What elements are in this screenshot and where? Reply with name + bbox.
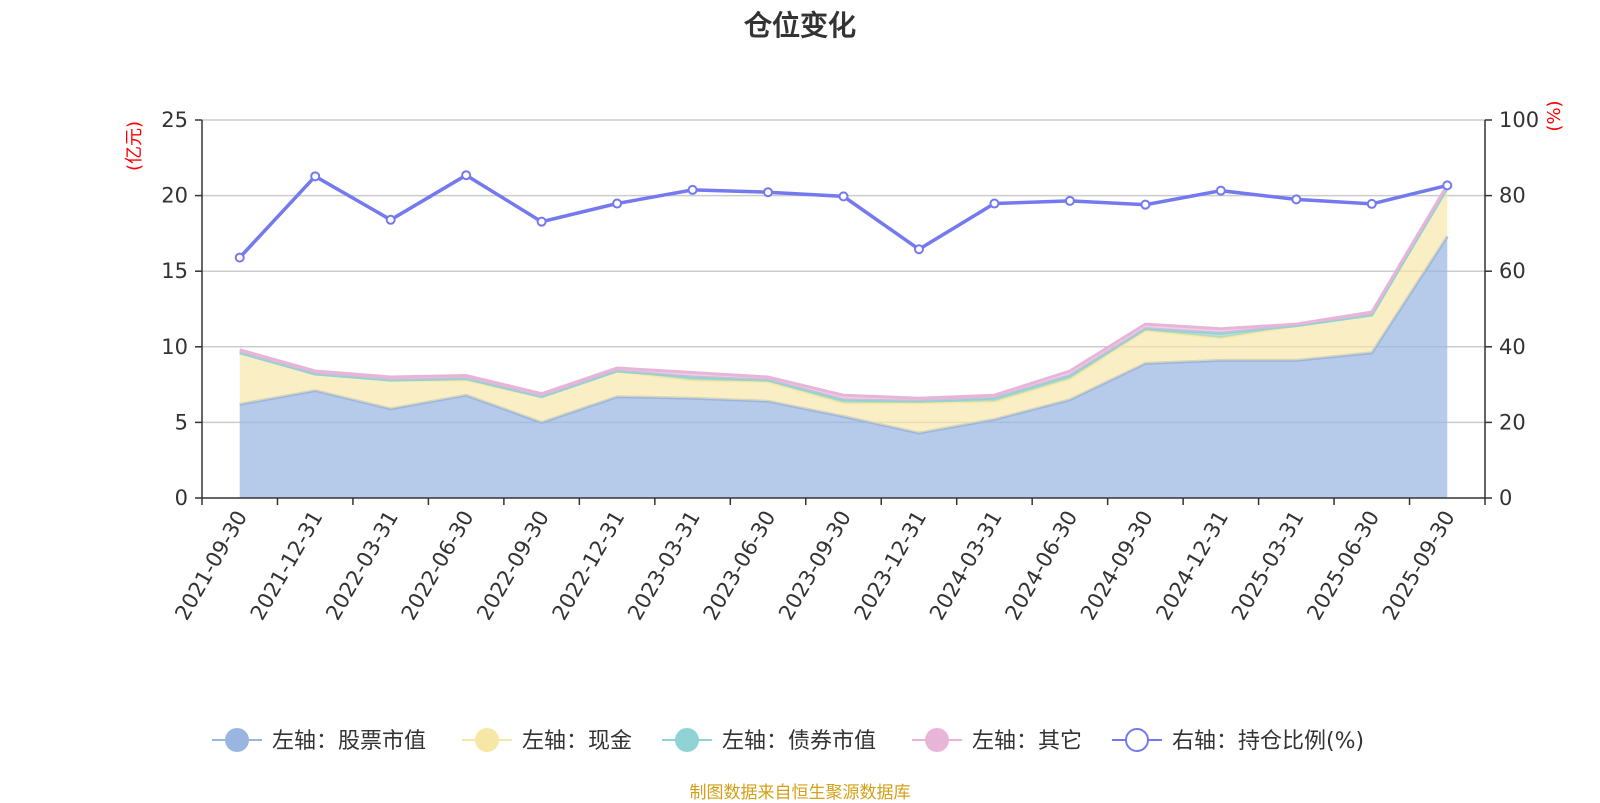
area-layer xyxy=(239,184,1449,498)
right-tick-label: 20 xyxy=(1499,410,1526,434)
legend-label-bond: 左轴：债券市值 xyxy=(722,729,876,754)
legend-label-other: 左轴：其它 xyxy=(972,729,1082,754)
ratio-point xyxy=(838,191,849,202)
x-tick-label: 2025-09-30 xyxy=(1378,507,1460,625)
left-tick-label: 25 xyxy=(161,108,188,132)
x-tick-label: 2023-06-30 xyxy=(699,507,781,625)
x-tick-label: 2022-12-31 xyxy=(548,507,630,625)
legend-marker-stock xyxy=(225,728,249,752)
data-source-note: 制图数据来自恒生聚源数据库 xyxy=(689,783,911,803)
line-layer xyxy=(234,170,1453,263)
x-tick-label: 2024-03-31 xyxy=(925,507,1007,625)
ratio-point xyxy=(234,252,245,263)
x-tick-label: 2023-12-31 xyxy=(849,507,931,625)
x-tick-label: 2025-03-31 xyxy=(1227,507,1309,625)
ratio-point xyxy=(1140,199,1151,210)
right-tick-label: 80 xyxy=(1499,184,1526,208)
ratio-line xyxy=(238,173,1448,259)
x-tick-label: 2022-03-31 xyxy=(321,507,403,625)
x-tick-label: 2021-12-31 xyxy=(246,507,328,625)
left-tick-label: 20 xyxy=(161,184,188,208)
chart-title: 仓位变化 xyxy=(743,9,856,42)
ratio-point xyxy=(385,214,396,225)
x-tick-label: 2021-09-30 xyxy=(170,507,252,625)
legend-marker-cash xyxy=(475,728,499,752)
legend-marker-bond xyxy=(675,728,699,752)
legend-marker-ratio xyxy=(1125,728,1149,752)
left-tick-label: 5 xyxy=(175,410,188,434)
ratio-point xyxy=(687,184,698,195)
ratio-point xyxy=(1291,194,1302,205)
x-tick-label: 2024-09-30 xyxy=(1076,507,1158,625)
ratio-point xyxy=(1442,180,1453,191)
legend-label-ratio: 右轴：持仓比例(%) xyxy=(1172,729,1364,754)
right-tick-label: 40 xyxy=(1499,335,1526,359)
left-tick-label: 0 xyxy=(175,486,188,510)
right-tick-label: 0 xyxy=(1499,486,1512,510)
area-edge-other xyxy=(239,184,1449,400)
x-tick-label: 2023-03-31 xyxy=(623,507,705,625)
legend: 左轴：股票市值 左轴：现金 左轴：债券市值 左轴：其它 右轴：持仓比例(%) xyxy=(212,728,1364,754)
legend-label-stock: 左轴：股票市值 xyxy=(272,729,426,754)
ratio-point xyxy=(989,198,1000,209)
ratio-point xyxy=(913,244,924,255)
left-axis-unit: (亿元) xyxy=(124,121,145,171)
x-tick-label: 2025-06-30 xyxy=(1302,507,1384,625)
left-tick-label: 10 xyxy=(161,335,188,359)
ratio-point xyxy=(310,171,321,182)
ratio-point xyxy=(1366,198,1377,209)
ratio-point xyxy=(461,170,472,181)
x-tick-label: 2024-12-31 xyxy=(1151,507,1233,625)
area-stock xyxy=(239,236,1448,498)
legend-label-cash: 左轴：现金 xyxy=(522,729,632,754)
x-tick-label: 2024-06-30 xyxy=(1000,507,1082,625)
legend-marker-other xyxy=(925,728,949,752)
ratio-point xyxy=(1064,195,1075,206)
ratio-point xyxy=(612,198,623,209)
x-tick-label: 2022-06-30 xyxy=(397,507,479,625)
right-tick-label: 100 xyxy=(1499,108,1539,132)
ratio-point xyxy=(536,216,547,227)
ratio-point xyxy=(763,187,774,198)
ratio-point xyxy=(1215,185,1226,196)
right-tick-label: 60 xyxy=(1499,259,1526,283)
x-tick-label: 2023-09-30 xyxy=(774,507,856,625)
x-tick-label: 2022-09-30 xyxy=(472,507,554,625)
right-axis-unit: (%) xyxy=(1544,100,1565,131)
left-tick-label: 15 xyxy=(161,259,188,283)
